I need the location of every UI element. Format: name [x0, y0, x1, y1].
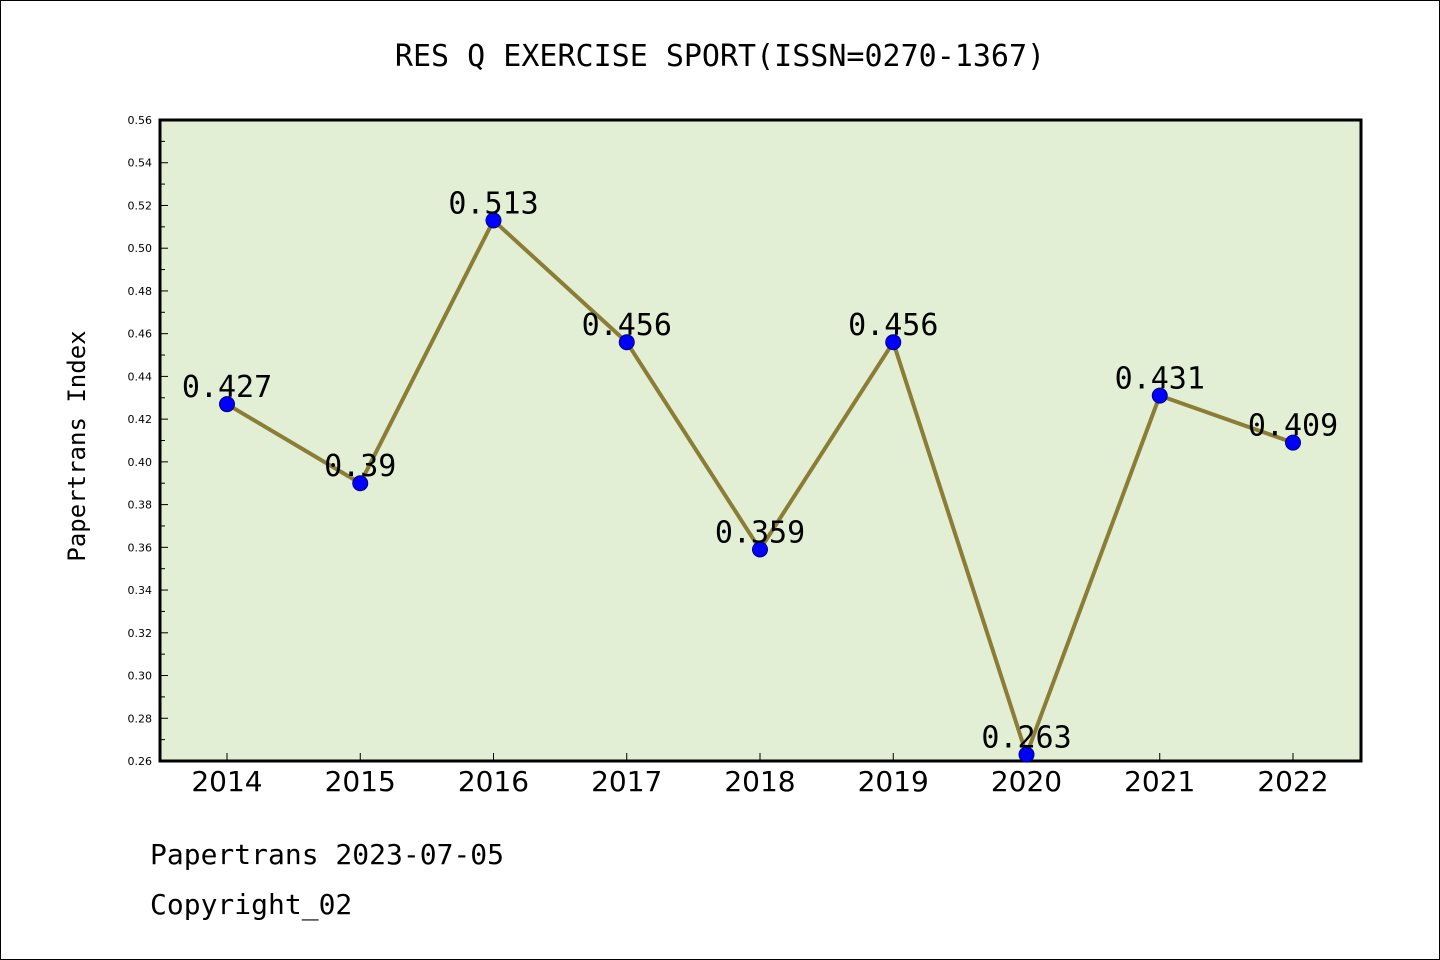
data-label: 0.513 [448, 186, 538, 221]
data-point [752, 541, 768, 558]
x-tick-label: 2015 [325, 765, 396, 798]
footer-date: Papertrans 2023-07-05 [150, 838, 504, 871]
y-tick-label: 0.28 [128, 712, 153, 725]
y-tick-label: 0.38 [128, 499, 153, 512]
y-tick-label: 0.26 [128, 755, 153, 768]
data-label: 0.427 [182, 370, 272, 405]
data-point [1151, 387, 1168, 404]
y-tick-label: 0.42 [128, 413, 153, 426]
data-point [1285, 434, 1301, 451]
y-tick-label: 0.40 [128, 456, 153, 469]
y-tick-label: 0.56 [128, 114, 153, 127]
y-tick-label: 0.46 [128, 328, 153, 341]
y-tick-label: 0.48 [128, 285, 153, 298]
data-label: 0.359 [715, 515, 805, 550]
x-tick-label: 2022 [1257, 765, 1328, 798]
data-point [352, 475, 369, 492]
chart-title: RES Q EXERCISE SPORT(ISSN=0270-1367) [395, 39, 1045, 74]
x-tick-label: 2017 [591, 765, 662, 798]
y-tick-label: 0.34 [128, 584, 153, 597]
y-axis-label: Papertrans Index [63, 330, 91, 561]
data-label: 0.456 [848, 308, 938, 343]
x-tick-label: 2018 [724, 765, 795, 798]
y-tick-label: 0.32 [128, 627, 153, 640]
data-point [885, 334, 902, 351]
data-label: 0.409 [1248, 409, 1338, 444]
data-label: 0.431 [1115, 362, 1205, 397]
x-tick-label: 2014 [191, 765, 262, 798]
footer-copyright: Copyright_02 [150, 888, 352, 922]
data-point [618, 334, 635, 351]
y-tick-label: 0.52 [128, 199, 153, 212]
y-tick-label: 0.36 [128, 541, 153, 554]
data-label: 0.456 [582, 308, 672, 343]
x-axis: 2014 2015 2016 2017 2018 2019 2020 2021 2022 [191, 753, 1329, 798]
data-point [219, 396, 235, 413]
y-tick-label: 0.50 [128, 242, 153, 255]
x-tick-label: 2021 [1124, 765, 1195, 798]
y-axis: 0.26 0.28 0.30 0.32 0.34 0.36 0.38 0.40 0.42 0.44… [128, 114, 168, 768]
x-tick-label: 2019 [858, 765, 929, 798]
y-tick-label: 0.44 [128, 370, 153, 383]
y-tick-label: 0.30 [128, 670, 153, 683]
data-point [1018, 746, 1035, 763]
data-label: 0.263 [981, 721, 1071, 756]
series-papertrans-index [219, 212, 1301, 763]
plot-area [158, 118, 1363, 763]
data-labels: 0.427 0.39 0.513 0.456 0.359 0.456 0.263 0.431 0… [182, 186, 1338, 755]
y-tick-label: 0.54 [128, 157, 153, 170]
x-tick-label: 2020 [991, 765, 1062, 798]
data-point [485, 212, 502, 229]
data-label: 0.39 [324, 449, 396, 484]
x-tick-label: 2016 [458, 765, 529, 798]
